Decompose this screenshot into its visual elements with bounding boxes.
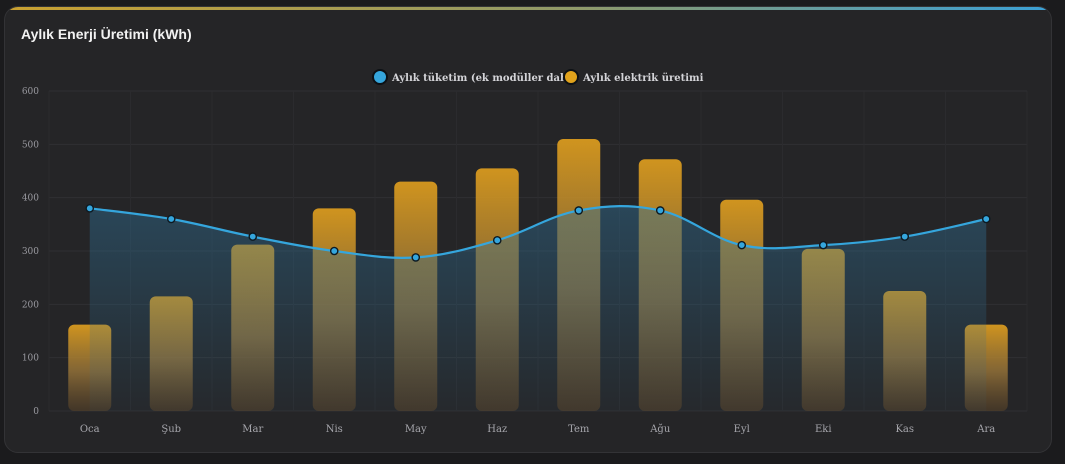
x-tick-label: Eki (815, 424, 832, 435)
top-gradient-line (5, 7, 1051, 10)
x-tick-label: Nis (326, 424, 343, 435)
legend-label: Aylık tüketim (ek modüller dahil) (391, 73, 580, 84)
y-tick-label: 200 (22, 300, 39, 310)
consumption-line (89, 205, 987, 259)
chart-card: Aylık Enerji Üretimi (kWh) 0 100 200 300 400… (4, 6, 1052, 453)
axis-layer: 0 100 200 300 400 500 600 Oca Şub Mar Nis May Haz Tem… (22, 87, 995, 435)
x-tick-label: Haz (487, 424, 507, 435)
legend-item-production[interactable]: Aylık elektrik üretimi (563, 69, 704, 85)
line-point-oca[interactable] (85, 204, 95, 213)
legend-swatch (563, 69, 579, 85)
legend[interactable]: Aylık tüketim (ek modüller dahil) Aylık e… (372, 69, 704, 85)
x-tick-label: Oca (80, 424, 100, 435)
line-point-eyl[interactable] (737, 240, 747, 250)
x-tick-label: Tem (568, 424, 590, 435)
line-point-may[interactable] (411, 253, 421, 262)
area-layer (89, 206, 987, 411)
chart-title: Aylık Enerji Üretimi (kWh) (21, 26, 192, 42)
y-tick-label: 500 (22, 140, 39, 150)
line-point-şub[interactable] (166, 214, 176, 224)
energy-chart: 0 100 200 300 400 500 600 Oca Şub Mar Nis May Haz Tem… (5, 7, 1051, 435)
y-tick-label: 100 (22, 354, 39, 364)
x-tick-label: Şub (161, 424, 181, 435)
x-tick-label: Mar (242, 424, 263, 435)
line-point-mar[interactable] (248, 232, 258, 241)
legend-label: Aylık elektrik üretimi (582, 73, 704, 84)
line-point-nis[interactable] (329, 246, 339, 256)
x-tick-label: Ağu (649, 424, 671, 435)
consumption-area-fill (89, 206, 987, 411)
line-point-tem[interactable] (574, 206, 584, 215)
line-series-layer (85, 204, 991, 262)
legend-item-consumption[interactable]: Aylık tüketim (ek modüller dahil) (372, 69, 580, 85)
x-tick-label: Eyl (734, 424, 750, 435)
line-point-ara[interactable] (981, 214, 991, 224)
y-tick-label: 0 (33, 407, 39, 417)
line-point-eki[interactable] (818, 240, 828, 250)
line-point-ağu[interactable] (655, 206, 665, 215)
y-tick-label: 400 (22, 194, 39, 204)
x-tick-label: May (405, 424, 427, 435)
x-tick-label: Ara (976, 424, 995, 435)
y-tick-label: 300 (22, 247, 39, 257)
line-point-kas[interactable] (900, 232, 910, 241)
legend-swatch (372, 69, 388, 85)
line-point-haz[interactable] (492, 236, 502, 245)
y-tick-label: 600 (22, 87, 39, 97)
x-tick-label: Kas (895, 424, 914, 435)
